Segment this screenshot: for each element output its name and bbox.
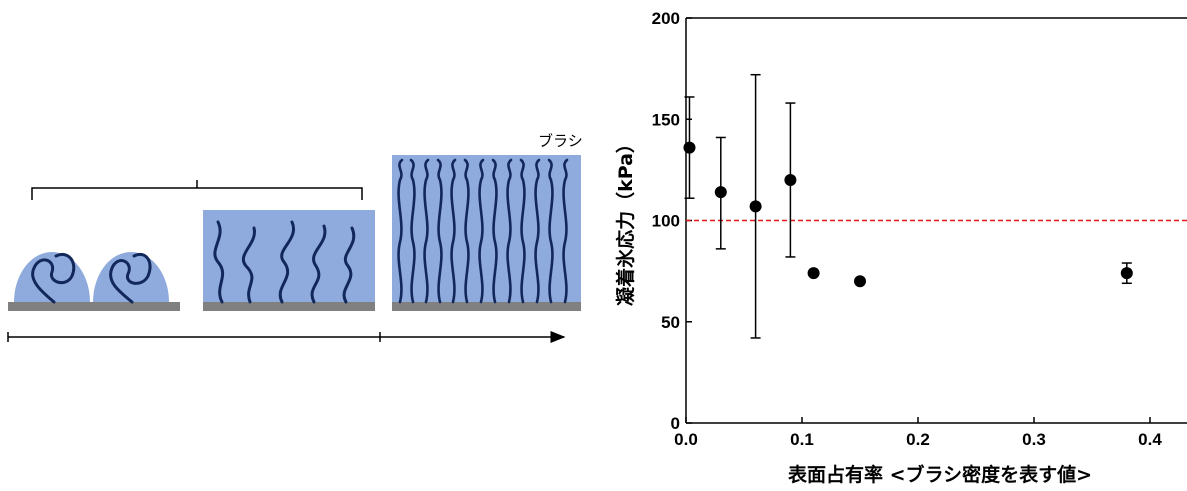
data-point bbox=[1120, 267, 1133, 280]
polymer-chain bbox=[519, 158, 526, 304]
polymer-layer-intermediate bbox=[203, 210, 375, 302]
data-point bbox=[749, 200, 762, 213]
x-tick-label: 0.4 bbox=[1138, 430, 1162, 449]
substrate-1 bbox=[8, 302, 180, 311]
polymer-chain bbox=[436, 158, 443, 304]
y-tick-label: 200 bbox=[652, 9, 680, 28]
polymer-conformation-schematic: ブラシ bbox=[7, 132, 583, 343]
data-point bbox=[714, 186, 727, 199]
y-tick-label: 100 bbox=[652, 212, 680, 231]
y-tick-label: 150 bbox=[652, 110, 680, 129]
y-tick-label: 50 bbox=[661, 313, 680, 332]
polymer-chain bbox=[242, 226, 256, 304]
data-point bbox=[854, 275, 866, 288]
polymer-chain-2 bbox=[109, 253, 152, 304]
polymer-chain bbox=[478, 158, 485, 304]
data-point bbox=[683, 141, 696, 154]
x-axis-title: 表面占有率 <ブラシ密度を表す値> bbox=[788, 463, 1092, 486]
substrate-2 bbox=[203, 302, 375, 311]
y-tick-label: 0 bbox=[671, 414, 680, 433]
polymer-chain bbox=[278, 220, 296, 304]
polymer-layer-brush bbox=[392, 155, 581, 302]
x-tick-label: 0.2 bbox=[906, 430, 930, 449]
polymer-chain bbox=[534, 158, 541, 304]
x-tick-label: 0.0 bbox=[674, 430, 698, 449]
polymer-chain bbox=[547, 158, 554, 304]
polymer-chain bbox=[423, 158, 430, 304]
intermediate-regime bbox=[203, 210, 375, 304]
polymer-chain bbox=[491, 158, 498, 304]
polymer-chain bbox=[213, 220, 225, 304]
polymer-chain bbox=[397, 158, 404, 304]
polymer-chain bbox=[342, 226, 356, 304]
substrate-3 bbox=[392, 302, 581, 311]
data-point bbox=[784, 174, 797, 186]
polymer-chain bbox=[506, 158, 513, 304]
brush-fragment-label: ブラシ bbox=[538, 132, 583, 150]
polymer-chain bbox=[409, 158, 416, 304]
polymer-chain-1 bbox=[31, 253, 76, 304]
y-axis-title: 凝着氷応力（kPa） bbox=[614, 134, 637, 306]
polymer-chain bbox=[562, 158, 569, 304]
polymer-chain bbox=[310, 224, 327, 304]
grouping-brace bbox=[31, 180, 363, 200]
x-tick-label: 0.1 bbox=[790, 430, 814, 449]
brush-regime bbox=[392, 155, 581, 304]
polymer-chain bbox=[463, 158, 470, 304]
mushroom-regime bbox=[14, 252, 169, 304]
polymer-coil-2 bbox=[93, 252, 169, 302]
x-tick-label: 0.3 bbox=[1022, 430, 1046, 449]
data-point bbox=[807, 267, 820, 280]
polymer-chain bbox=[450, 158, 457, 304]
